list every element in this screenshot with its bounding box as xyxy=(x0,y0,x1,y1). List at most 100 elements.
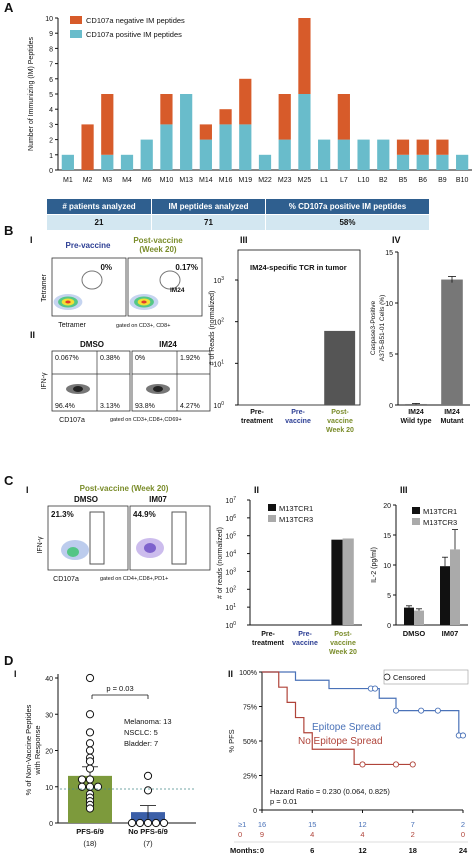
panel-a-y-tick-label: 4 xyxy=(49,107,53,114)
bar-positive-M16 xyxy=(219,124,232,170)
c2-y-tick-exp: 0 xyxy=(233,621,236,627)
b3-x-label-post-1: Post- xyxy=(331,409,349,416)
panel-a-y-tick-label: 5 xyxy=(49,92,53,99)
c-ifng-y-label: IFN-γ xyxy=(37,536,44,554)
km-label-epitope-spread: Epitope Spread xyxy=(312,722,381,733)
panel-label-c-iii: III xyxy=(400,485,408,495)
c2-legend-swatch-1 xyxy=(268,504,276,511)
c3-y-tick-label: 10 xyxy=(383,563,391,570)
d2-x-tick-label: 18 xyxy=(409,846,417,855)
at-risk-g2-0: 9 xyxy=(260,830,264,839)
panel-label-d: D xyxy=(4,653,13,668)
panel-a-x-tick-label: B6 xyxy=(418,177,427,184)
panel-a-y-axis-label: Number of Immunizing (IM) Peptides xyxy=(28,37,35,151)
bar-positive-M22 xyxy=(258,154,272,170)
b4-y-tick-label: 10 xyxy=(385,301,393,308)
legend-label-positive: CD107a positive IM peptides xyxy=(86,30,182,39)
b4-y-tick-label: 15 xyxy=(385,250,393,257)
b3-x-label-post-3: Week 20 xyxy=(326,427,354,434)
b4-y-axis-label-2: A375-B51-01 Cells (%) xyxy=(379,295,386,361)
d1-point-0-7 xyxy=(85,764,95,773)
c3-y-tick-label: 15 xyxy=(383,533,391,540)
panel-a-x-tick-label: M14 xyxy=(199,177,213,184)
panel-a-x-tick-label: M19 xyxy=(238,177,252,184)
panel-a-x-tick-label: B5 xyxy=(399,177,408,184)
b3-x-label-pre-treatment-1: Pre- xyxy=(250,409,264,416)
table-header-peptides: IM peptides analyzed xyxy=(151,198,266,215)
d2-x-tick-label: 6 xyxy=(310,846,314,855)
km-censor-1-1 xyxy=(392,761,400,768)
d1-point-0-17 xyxy=(85,804,95,813)
at-risk-label-2: 0 xyxy=(238,830,242,839)
b-im24-title: IM24 xyxy=(159,340,177,349)
b3-y-tick-exp: 3 xyxy=(221,276,224,282)
d1-point-0-9 xyxy=(77,775,87,784)
panel-a-y-tick-label: 1 xyxy=(49,153,53,160)
c2-y-tick-exp: 2 xyxy=(233,585,236,591)
d2-x-tick-label: 0 xyxy=(260,846,264,855)
c3-y-axis-label: IL-2 (pg/ml) xyxy=(371,547,378,583)
d1-annotation-2: Bladder: 7 xyxy=(124,739,158,748)
c2-y-tick-exp: 5 xyxy=(233,532,236,538)
c2-legend-swatch-2 xyxy=(268,515,276,522)
panel-label-b-i: I xyxy=(30,235,33,245)
c-im07-title: IM07 xyxy=(149,495,167,504)
c2-x-label-post-3: Week 20 xyxy=(329,649,357,656)
c-gate-im07 xyxy=(171,511,187,565)
c2-y-tick-label: 106 xyxy=(225,514,236,523)
bar-positive-B5 xyxy=(396,154,410,170)
bar-negative-M2 xyxy=(81,124,94,170)
q-im24-lr: 4.27% xyxy=(180,403,200,410)
c3-y-tick-label: 5 xyxy=(387,593,391,600)
bar-negative-M3 xyxy=(101,94,114,155)
b-dmso-title: DMSO xyxy=(80,340,104,349)
c2-y-tick-exp: 7 xyxy=(233,496,236,502)
legend-label-negative: CD107a negative IM peptides xyxy=(86,16,185,25)
bar-positive-L7 xyxy=(337,139,350,170)
panel-a-x-tick-label: M22 xyxy=(258,177,272,184)
d1-y-tick-label: 20 xyxy=(45,749,53,756)
c-blob-dmso-core xyxy=(67,547,79,557)
km-censor-0-3 xyxy=(418,707,425,714)
b3-y-tick-label: 102 xyxy=(213,318,224,327)
b4-y-tick-label: 5 xyxy=(389,352,393,359)
bar-positive-B6 xyxy=(416,154,429,170)
at-risk-g2-1: 4 xyxy=(310,830,314,839)
panel-a-x-tick-label: M4 xyxy=(122,177,132,184)
table-value-peptides: 71 xyxy=(151,214,266,231)
d1-point-0-8 xyxy=(85,775,95,784)
c-flow-box-dmso xyxy=(47,505,129,571)
bar-negative-M19 xyxy=(239,78,252,125)
c2-bar-M13TCR1-2 xyxy=(331,539,343,625)
b4-x-label-1-b: Mutant xyxy=(441,418,465,425)
panel-a-x-tick-label: M23 xyxy=(278,177,292,184)
c3-bar-M13TCR1-DMSO xyxy=(404,607,414,625)
d1-y-axis-label-2: with Response xyxy=(33,725,42,775)
b3-title: IM24-specific TCR in tumor xyxy=(250,263,347,272)
c2-y-tick-label: 107 xyxy=(225,496,236,505)
panel-a-x-tick-label: M10 xyxy=(160,177,174,184)
c3-bar-M13TCR3-DMSO xyxy=(414,610,424,625)
d2-y-axis-label: % PFS xyxy=(227,729,236,752)
bar-negative-M14 xyxy=(199,124,212,140)
bar-positive-B2 xyxy=(377,139,390,170)
c3-x-label-DMSO: DMSO xyxy=(403,629,426,638)
b-pre-vaccine-title: Pre-vaccine xyxy=(66,241,111,250)
c2-y-tick-label: 100 xyxy=(225,621,236,630)
km-censor-1-2 xyxy=(409,761,416,768)
panel-a-x-tick-label: M13 xyxy=(179,177,193,184)
b3-y-tick-label: 103 xyxy=(213,276,224,285)
q-dmso-ul: 0.067% xyxy=(55,355,79,362)
at-risk-g1-0: 16 xyxy=(258,820,266,829)
panel-label-c: C xyxy=(4,473,14,488)
b4-x-label-1-a: IM24 xyxy=(444,409,460,416)
d1-point-0-3 xyxy=(85,739,95,748)
panel-a-x-tick-label: M3 xyxy=(102,177,112,184)
c-flow-box-im07 xyxy=(129,505,211,571)
c2-x-label-pre-treatment-1: Pre- xyxy=(261,631,275,638)
d1-point-1-2 xyxy=(143,818,153,828)
c2-legend-label-1: M13TCR1 xyxy=(279,504,313,513)
km-hazard-ratio: Hazard Ratio = 0.230 (0.064, 0.825) xyxy=(270,787,390,796)
flow-post-percent: 0.17% xyxy=(175,263,198,272)
